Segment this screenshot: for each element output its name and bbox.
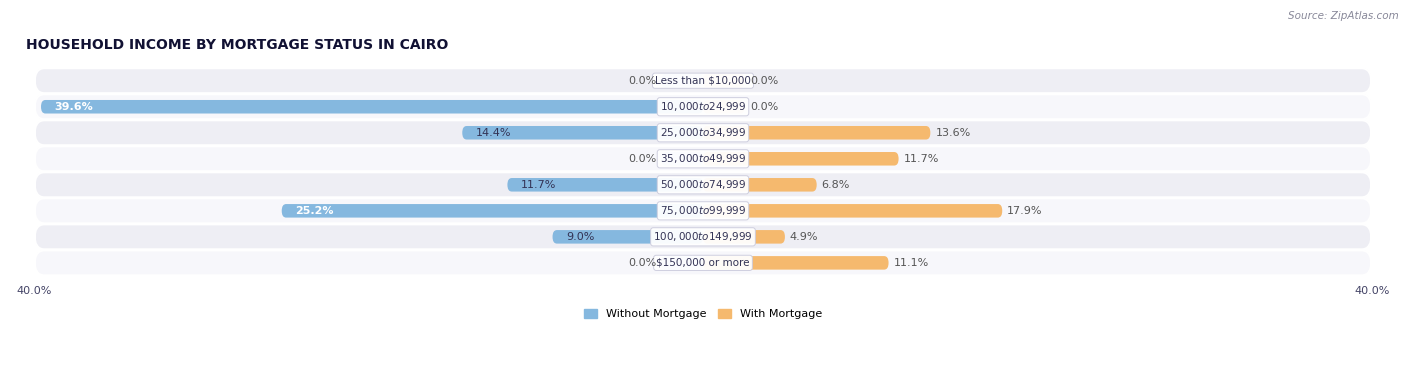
FancyBboxPatch shape (508, 178, 703, 192)
Text: 0.0%: 0.0% (749, 102, 778, 112)
Text: 4.9%: 4.9% (790, 232, 818, 242)
FancyBboxPatch shape (703, 256, 889, 270)
Text: $50,000 to $74,999: $50,000 to $74,999 (659, 178, 747, 191)
FancyBboxPatch shape (703, 100, 745, 113)
FancyBboxPatch shape (703, 74, 745, 87)
FancyBboxPatch shape (553, 230, 703, 244)
FancyBboxPatch shape (34, 120, 1372, 145)
Text: 11.7%: 11.7% (904, 154, 939, 164)
FancyBboxPatch shape (661, 74, 703, 87)
Text: 14.4%: 14.4% (475, 128, 512, 138)
Text: Source: ZipAtlas.com: Source: ZipAtlas.com (1288, 11, 1399, 21)
FancyBboxPatch shape (34, 198, 1372, 223)
Text: 39.6%: 39.6% (55, 102, 93, 112)
FancyBboxPatch shape (661, 256, 703, 270)
Text: $75,000 to $99,999: $75,000 to $99,999 (659, 204, 747, 217)
Text: $10,000 to $24,999: $10,000 to $24,999 (659, 100, 747, 113)
Text: Less than $10,000: Less than $10,000 (655, 76, 751, 86)
FancyBboxPatch shape (703, 178, 817, 192)
FancyBboxPatch shape (463, 126, 703, 139)
FancyBboxPatch shape (34, 146, 1372, 171)
FancyBboxPatch shape (703, 152, 898, 166)
Legend: Without Mortgage, With Mortgage: Without Mortgage, With Mortgage (579, 304, 827, 323)
Text: 25.2%: 25.2% (295, 206, 333, 216)
Text: $35,000 to $49,999: $35,000 to $49,999 (659, 152, 747, 165)
Text: 0.0%: 0.0% (628, 258, 657, 268)
FancyBboxPatch shape (34, 172, 1372, 197)
Text: 0.0%: 0.0% (628, 154, 657, 164)
FancyBboxPatch shape (703, 230, 785, 244)
Text: 0.0%: 0.0% (749, 76, 778, 86)
Text: $100,000 to $149,999: $100,000 to $149,999 (654, 230, 752, 243)
Text: 17.9%: 17.9% (1007, 206, 1043, 216)
FancyBboxPatch shape (34, 68, 1372, 93)
FancyBboxPatch shape (661, 152, 703, 166)
FancyBboxPatch shape (703, 204, 1002, 218)
FancyBboxPatch shape (34, 250, 1372, 275)
Text: $150,000 or more: $150,000 or more (657, 258, 749, 268)
FancyBboxPatch shape (34, 224, 1372, 249)
FancyBboxPatch shape (703, 126, 931, 139)
Text: 0.0%: 0.0% (628, 76, 657, 86)
Text: HOUSEHOLD INCOME BY MORTGAGE STATUS IN CAIRO: HOUSEHOLD INCOME BY MORTGAGE STATUS IN C… (25, 38, 449, 52)
Text: 9.0%: 9.0% (567, 232, 595, 242)
Text: 6.8%: 6.8% (821, 180, 851, 190)
FancyBboxPatch shape (41, 100, 703, 113)
FancyBboxPatch shape (34, 94, 1372, 119)
FancyBboxPatch shape (281, 204, 703, 218)
Text: 11.1%: 11.1% (894, 258, 929, 268)
Text: 13.6%: 13.6% (935, 128, 970, 138)
Text: $25,000 to $34,999: $25,000 to $34,999 (659, 126, 747, 139)
Text: 11.7%: 11.7% (520, 180, 557, 190)
